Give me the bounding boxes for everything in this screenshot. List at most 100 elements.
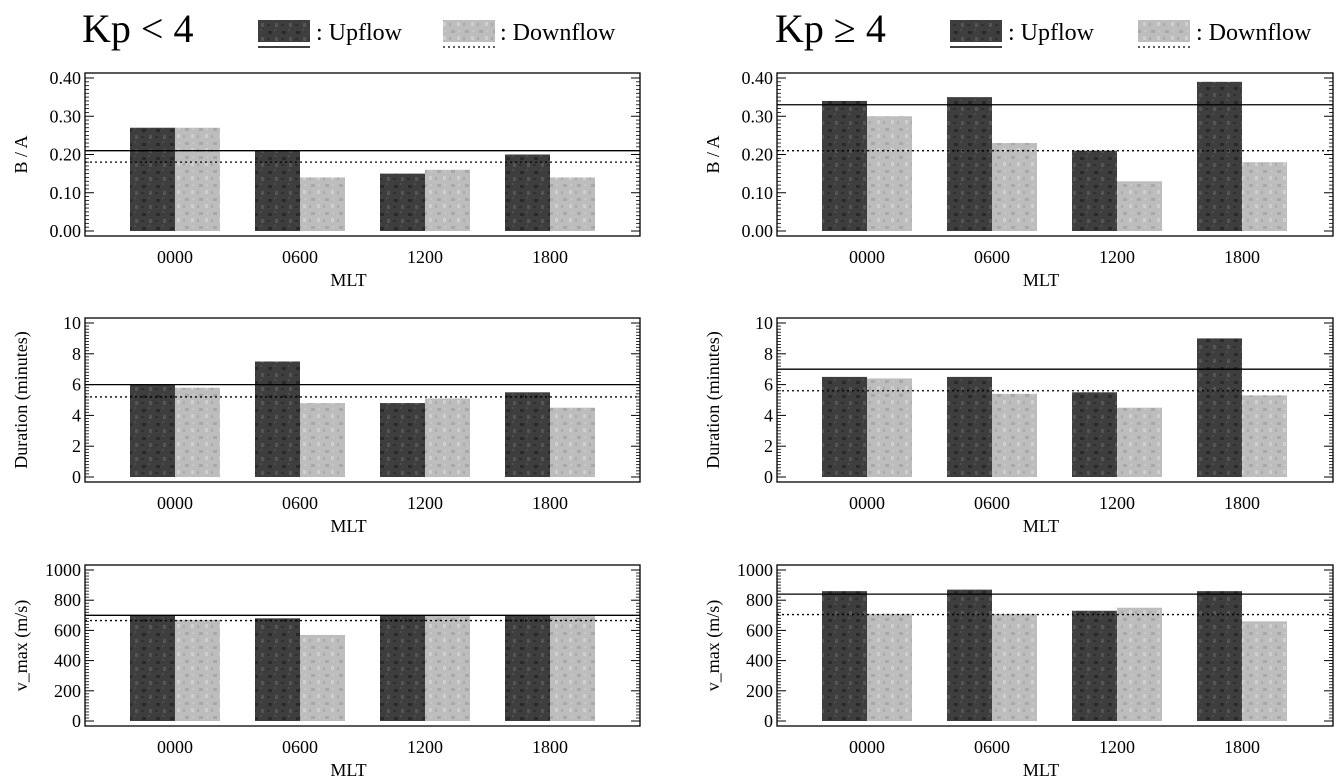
x-tick-label: 0000 xyxy=(157,493,193,513)
x-axis-title: MLT xyxy=(330,516,366,536)
y-tick-label: 0 xyxy=(72,711,81,731)
y-tick-label: 400 xyxy=(54,651,81,671)
y-tick-label: 1000 xyxy=(45,560,81,580)
y-axis-title: Duration (minutes) xyxy=(11,331,32,468)
x-tick-label: 0600 xyxy=(282,737,318,757)
legend-upflow-label: : Upflow xyxy=(316,20,403,46)
y-tick-label: 200 xyxy=(54,681,81,701)
x-tick-label: 1800 xyxy=(532,737,568,757)
upflow-bar-1200 xyxy=(380,615,425,721)
y-tick-label: 0.00 xyxy=(742,221,774,241)
y-axis-title: B / A xyxy=(703,135,723,173)
legend-upflow-label: : Upflow xyxy=(1008,20,1095,46)
y-tick-label: 6 xyxy=(764,375,773,395)
downflow-bar-1200 xyxy=(425,398,470,477)
x-tick-label: 0600 xyxy=(282,247,318,267)
upflow-bar-0000 xyxy=(822,591,867,721)
upflow-bar-1800 xyxy=(505,154,550,231)
downflow-bar-1800 xyxy=(550,407,595,477)
x-tick-label: 0600 xyxy=(974,737,1010,757)
legend-downflow-swatch xyxy=(1138,20,1190,42)
legend-left: : Upflow : Downflow xyxy=(258,20,616,48)
downflow-bar-0000 xyxy=(867,378,912,477)
x-tick-label: 0000 xyxy=(157,737,193,757)
x-tick-label: 1200 xyxy=(1099,737,1135,757)
downflow-bar-1800 xyxy=(1242,162,1287,231)
x-tick-label: 1200 xyxy=(407,247,443,267)
x-tick-label: 1800 xyxy=(1224,737,1260,757)
downflow-bar-1800 xyxy=(1242,621,1287,721)
y-tick-label: 600 xyxy=(54,620,81,640)
chart-panel: 0 200 400 600 800 1000 0000 0600 1200 1800 MLT v_ma… xyxy=(703,560,1334,776)
x-tick-label: 0600 xyxy=(282,493,318,513)
chart-panel: 0 2 4 6 8 10 0000 0600 1200 1800 MLT Duration (minu… xyxy=(703,313,1334,536)
upflow-bar-1200 xyxy=(380,403,425,477)
downflow-bar-1200 xyxy=(425,615,470,721)
legend-upflow-swatch xyxy=(258,20,310,42)
y-tick-label: 0.40 xyxy=(742,68,774,88)
legend-downflow-label: : Downflow xyxy=(500,20,616,46)
upflow-bar-0600 xyxy=(255,361,300,477)
x-tick-label: 0000 xyxy=(849,737,885,757)
legend-right: : Upflow : Downflow xyxy=(950,20,1312,48)
x-tick-label: 0600 xyxy=(974,247,1010,267)
y-tick-label: 0.30 xyxy=(742,106,774,126)
downflow-bar-0600 xyxy=(992,613,1037,721)
downflow-bar-1200 xyxy=(1117,407,1162,477)
downflow-bar-1200 xyxy=(1117,607,1162,721)
y-tick-label: 4 xyxy=(72,405,81,425)
x-tick-label: 1200 xyxy=(1099,493,1135,513)
y-tick-label: 0.20 xyxy=(50,145,82,165)
chart-panel: 0 200 400 600 800 1000 0000 0600 1200 1800 MLT v_ma… xyxy=(11,560,641,776)
y-tick-label: 400 xyxy=(746,651,773,671)
y-tick-label: 800 xyxy=(54,590,81,610)
y-tick-label: 8 xyxy=(764,344,773,364)
legend-upflow-swatch xyxy=(950,20,1002,42)
x-axis-title: MLT xyxy=(330,270,366,290)
downflow-bar-0000 xyxy=(867,613,912,721)
upflow-bar-1800 xyxy=(1197,338,1242,477)
downflow-bar-1800 xyxy=(550,615,595,721)
upflow-bar-0000 xyxy=(822,376,867,477)
x-axis-title: MLT xyxy=(1023,270,1059,290)
x-tick-label: 1200 xyxy=(407,737,443,757)
upflow-bar-0600 xyxy=(947,589,992,721)
x-tick-label: 1800 xyxy=(532,247,568,267)
chart-panel: 0 2 4 6 8 10 0000 0600 1200 1800 MLT Duration (minu… xyxy=(11,313,641,536)
chart-panel: 0.00 0.10 0.20 0.30 0.40 0000 0600 1200 1800 MLT B… xyxy=(11,68,641,290)
x-tick-label: 1200 xyxy=(1099,247,1135,267)
y-tick-label: 6 xyxy=(72,375,81,395)
y-tick-label: 0.30 xyxy=(50,106,82,126)
upflow-bar-1200 xyxy=(1072,392,1117,477)
kp-low-title: Kp < 4 xyxy=(82,6,193,51)
y-tick-label: 8 xyxy=(72,344,81,364)
downflow-bar-0600 xyxy=(300,634,345,721)
x-tick-label: 0000 xyxy=(849,247,885,267)
upflow-bar-0000 xyxy=(822,100,867,231)
downflow-bar-0600 xyxy=(992,143,1037,231)
upflow-bar-0600 xyxy=(255,150,300,231)
x-tick-label: 0000 xyxy=(157,247,193,267)
upflow-bar-1800 xyxy=(505,392,550,477)
upflow-bar-0600 xyxy=(947,97,992,231)
upflow-bar-1200 xyxy=(380,173,425,231)
upflow-bar-1800 xyxy=(505,615,550,721)
downflow-bar-1800 xyxy=(1242,395,1287,477)
y-tick-label: 0.10 xyxy=(742,183,774,203)
upflow-bar-1200 xyxy=(1072,610,1117,721)
downflow-bar-1200 xyxy=(1117,181,1162,231)
upflow-bar-1200 xyxy=(1072,150,1117,231)
downflow-bar-0600 xyxy=(300,177,345,231)
upflow-bar-1800 xyxy=(1197,81,1242,231)
x-tick-label: 1800 xyxy=(1224,247,1260,267)
downflow-bar-1800 xyxy=(550,177,595,231)
y-tick-label: 0.20 xyxy=(742,145,774,165)
downflow-bar-0000 xyxy=(175,127,220,231)
y-tick-label: 200 xyxy=(746,681,773,701)
chart-panel: 0.00 0.10 0.20 0.30 0.40 0000 0600 1200 1800 MLT B… xyxy=(703,68,1334,290)
y-tick-label: 0.00 xyxy=(50,221,82,241)
upflow-bar-1800 xyxy=(1197,591,1242,721)
y-axis-title: v_max (m/s) xyxy=(703,600,724,692)
